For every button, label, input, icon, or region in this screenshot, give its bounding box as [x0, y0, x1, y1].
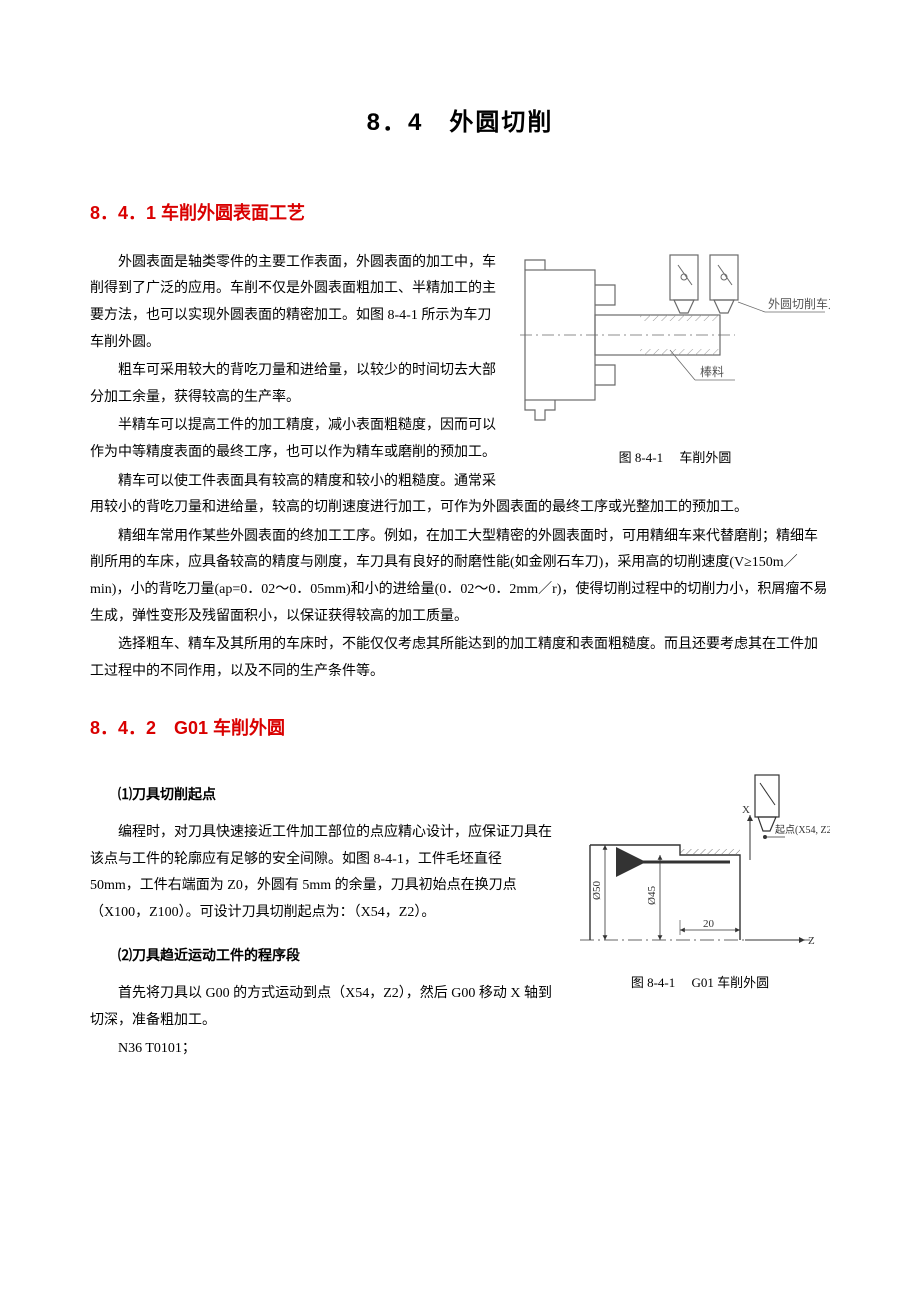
- section-2-heading: 8．4．2 G01 车削外圆: [90, 711, 830, 745]
- s1-para4: 精车可以使工件表面具有较高的精度和较小的粗糙度。通常采用较小的背吃刀量和进给量，…: [90, 469, 830, 522]
- figure-8-4-1-g01: X Z 起点(X54, Z2) Ø50 Ø45 20: [570, 765, 830, 996]
- fig2-dim-d45: Ø45: [646, 886, 658, 905]
- fig2-axis-x: X: [742, 804, 750, 816]
- s1-para5: 精细车常用作某些外圆表面的终加工工序。例如，在加工大型精密的外圆表面时，可用精细…: [90, 524, 830, 630]
- s2-sub2-para2: N36 T0101；: [90, 1036, 830, 1063]
- fig2-label-start: 起点(X54, Z2): [775, 824, 830, 836]
- figure-2-caption: 图 8-4-1 G01 车削外圆: [570, 971, 830, 996]
- fig1-label-stock: 棒料: [700, 365, 724, 379]
- main-title: 8．4 外圆切削: [90, 100, 830, 146]
- section-2-body: X Z 起点(X54, Z2) Ø50 Ø45 20: [90, 765, 830, 1064]
- fig2-dim-d50: Ø50: [591, 881, 603, 900]
- fig1-label-tool: 外圆切削车刀: [768, 296, 830, 311]
- figure-2-svg: X Z 起点(X54, Z2) Ø50 Ø45 20: [570, 765, 830, 965]
- s1-para6: 选择粗车、精车及其所用的车床时，不能仅仅考虑其所能达到的加工精度和表面粗糙度。而…: [90, 632, 830, 685]
- figure-1-caption: 图 8-4-1 车削外圆: [520, 446, 830, 471]
- figure-1-svg: 外圆切削车刀 棒料: [520, 250, 830, 440]
- figure-8-4-1-turning: 外圆切削车刀 棒料 图 8-4-1 车削外圆: [520, 250, 830, 471]
- section-1-heading: 8．4．1 车削外圆表面工艺: [90, 196, 830, 230]
- section-1-body: 外圆切削车刀 棒料 图 8-4-1 车削外圆 外圆表面是轴类零件的主要工作表面，…: [90, 250, 830, 688]
- fig2-dim-20: 20: [703, 918, 715, 930]
- fig2-axis-z: Z: [808, 935, 815, 947]
